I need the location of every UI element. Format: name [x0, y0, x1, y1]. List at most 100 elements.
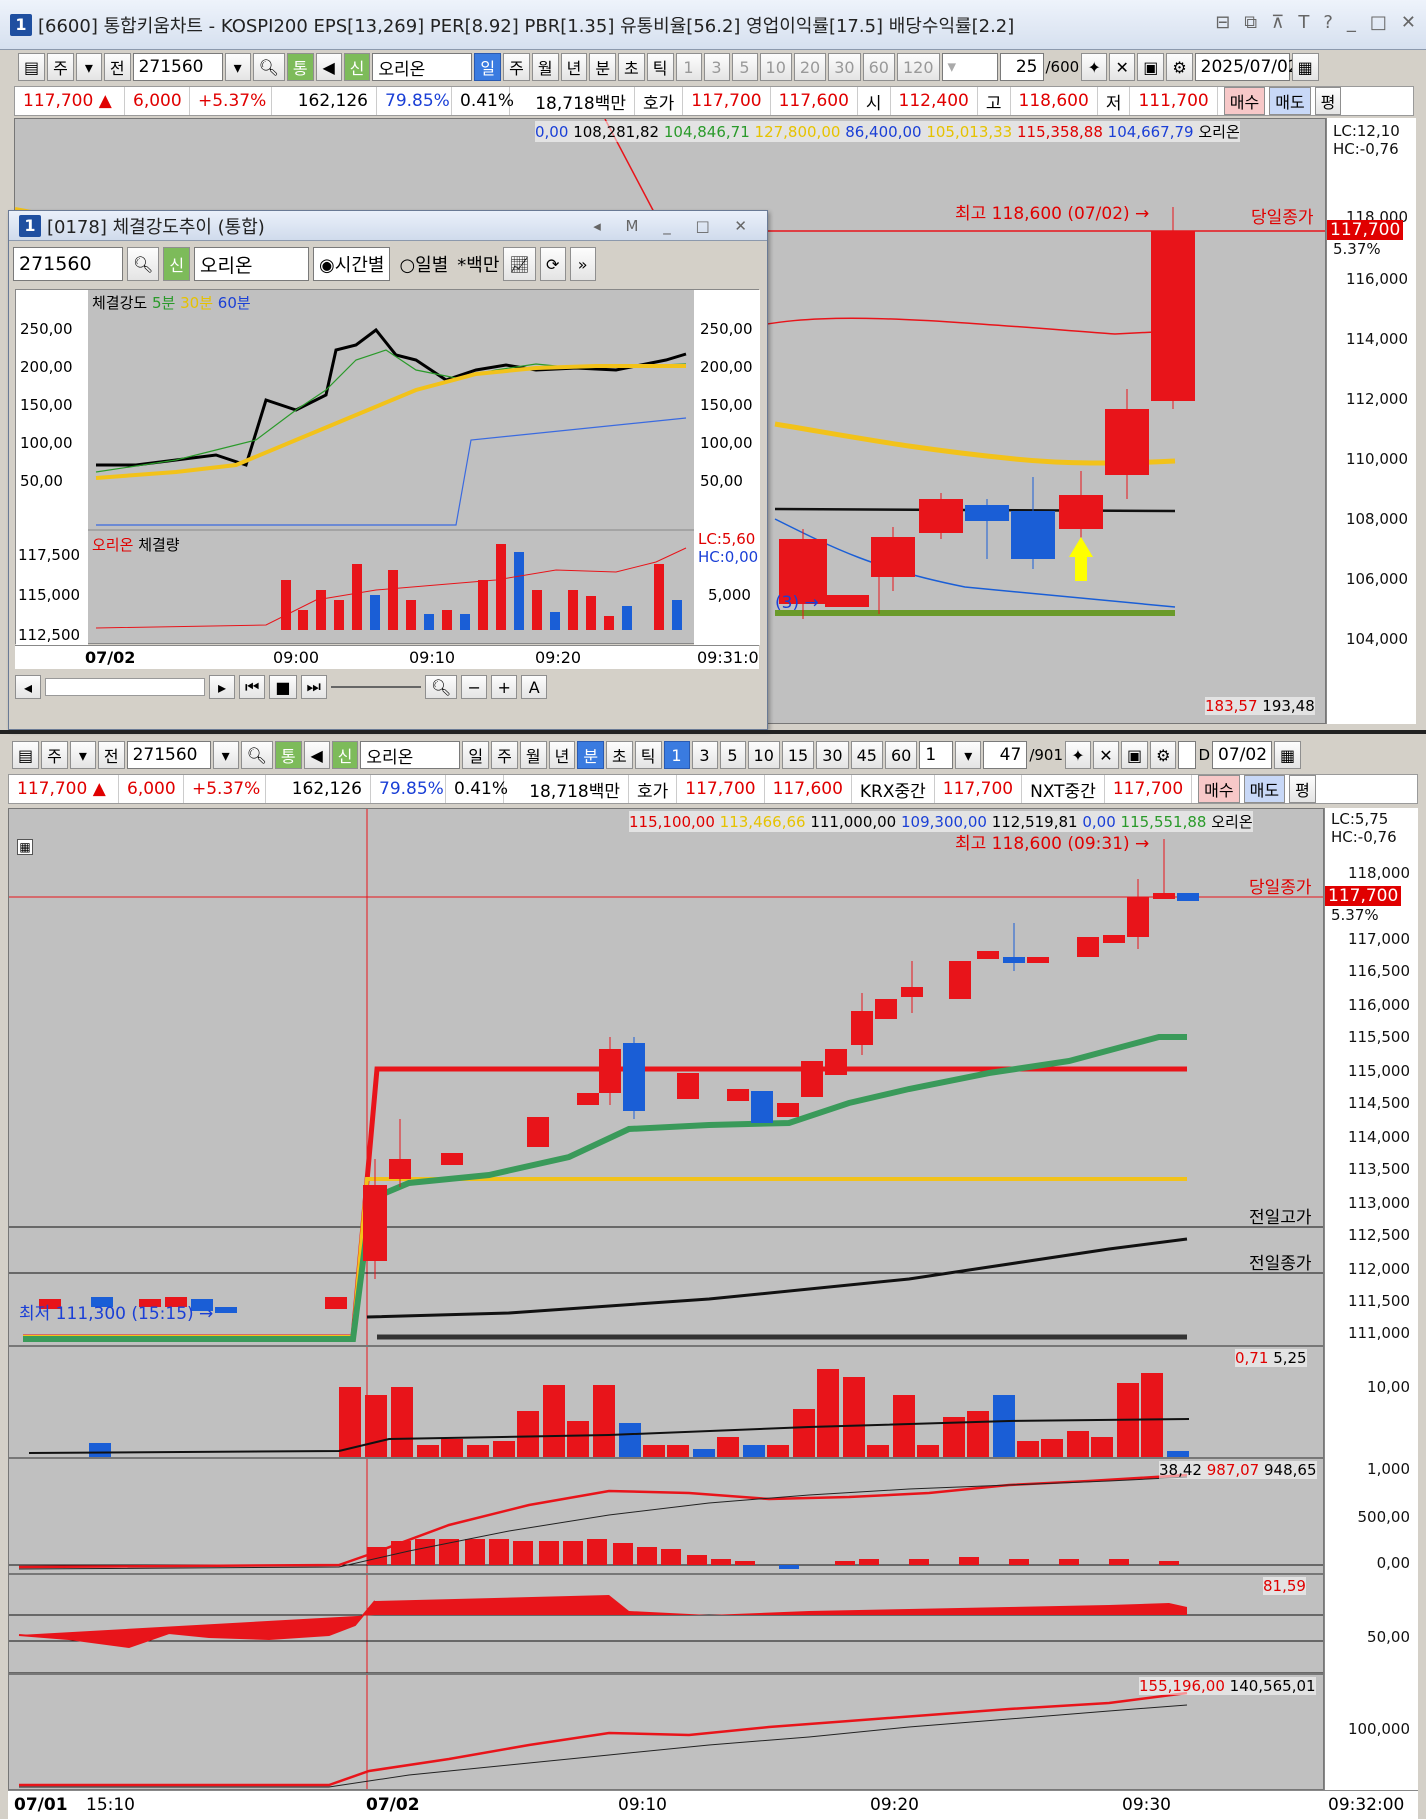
date-input[interactable]: 2025/07/02	[1194, 53, 1299, 81]
refresh-icon[interactable]: ⟳	[539, 247, 566, 281]
num-15[interactable]: 15	[781, 741, 815, 769]
mode-dropdown-icon[interactable]: ▾	[75, 53, 102, 81]
period-week[interactable]: 주	[503, 53, 530, 81]
speaker-icon[interactable]: ◀︎	[315, 53, 342, 81]
num-3[interactable]: 3	[691, 741, 718, 769]
name-field[interactable]: 오리온	[360, 741, 461, 769]
forward-icon[interactable]: ⏭	[300, 675, 327, 699]
num-10[interactable]: 10	[747, 741, 780, 769]
period-tick[interactable]: 틱	[646, 53, 674, 81]
plus-icon[interactable]: +	[491, 675, 518, 699]
zoom-in-icon[interactable]: 🔍︎	[424, 675, 458, 699]
period-month[interactable]: 월	[519, 741, 547, 769]
prev-button[interactable]: 전	[97, 741, 125, 769]
menu-icon[interactable]: ▤	[12, 741, 40, 769]
expand-icon[interactable]: »	[569, 247, 596, 281]
popup-titlebar[interactable]: 1 [0178] 체결강도추이 (통합) ◂ M _ □ ✕	[9, 211, 767, 241]
num-10[interactable]: 10	[759, 53, 792, 81]
grid-icon[interactable]: ▦	[17, 839, 33, 855]
num-1[interactable]: 1	[675, 53, 702, 81]
popup-search-icon[interactable]: 🔍︎	[127, 247, 160, 281]
sell-button[interactable]: 매도	[1243, 775, 1286, 803]
obv-panel[interactable]: 155,196,00 140,565,01	[8, 1674, 1324, 1790]
search-icon[interactable]: 🔍︎	[252, 53, 285, 81]
popup-name-field[interactable]: 오리온	[194, 247, 310, 281]
popup-strength-chart[interactable]: 체결강도 5분 30분 60분 250,00 200,00 150,00 100…	[15, 289, 760, 645]
period-second[interactable]: 초	[606, 741, 633, 769]
num-5[interactable]: 5	[719, 741, 746, 769]
shin-button[interactable]: 신	[343, 53, 371, 81]
name-field[interactable]: 오리온	[372, 53, 473, 81]
mode-dropdown-icon[interactable]: ▾	[69, 741, 96, 769]
period-week[interactable]: 주	[491, 741, 518, 769]
num-5[interactable]: 5	[731, 53, 758, 81]
period-day[interactable]: 일	[462, 741, 490, 769]
period-minute[interactable]: 분	[577, 741, 605, 769]
code-input[interactable]: 271560	[126, 741, 211, 769]
menu-icon[interactable]: ▤	[18, 53, 46, 81]
popup-scrollbar[interactable]: ◂ ▸ ⏮ ■ ⏭ 🔍︎ − + A	[15, 673, 759, 701]
popup-code-input[interactable]: 271560	[13, 247, 123, 281]
tool-icon[interactable]: ✦	[1065, 741, 1091, 769]
num-120[interactable]: 120	[896, 53, 940, 81]
radio-day[interactable]: ○일별	[394, 247, 454, 281]
tong-button[interactable]: 통	[286, 53, 314, 81]
cross-icon[interactable]: ✕	[1109, 53, 1136, 81]
restore-icon[interactable]: ⧉	[1244, 12, 1258, 33]
gear-icon[interactable]: ⚙	[1150, 741, 1177, 769]
radio-time[interactable]: ◉시간별	[313, 247, 391, 281]
font-a-icon[interactable]: A	[521, 675, 548, 699]
tool-icon[interactable]: ✦	[1081, 53, 1108, 81]
code-dropdown-icon[interactable]: ▾	[224, 53, 251, 81]
scroll-right-icon[interactable]: ▸	[209, 675, 235, 699]
help-icon[interactable]: ?	[1323, 12, 1333, 33]
rewind-icon[interactable]: ⏮	[239, 675, 266, 699]
macd-panel[interactable]: 38,42 987,07 948,65	[8, 1458, 1324, 1574]
main-price-chart[interactable]: ▦ 115,100,00 113,466,66 111,000,00 109,3…	[8, 808, 1324, 1346]
unit-dropdown-icon[interactable]: ▾	[955, 741, 982, 769]
close-button[interactable]: ✕	[1400, 12, 1416, 33]
speaker-icon[interactable]: ◀︎	[303, 741, 330, 769]
period-tick[interactable]: 틱	[634, 741, 662, 769]
tong-button[interactable]: 통	[274, 741, 302, 769]
sell-button[interactable]: 매도	[1269, 87, 1311, 115]
search-icon[interactable]: 🔍︎	[240, 741, 273, 769]
calendar-icon[interactable]: ▦	[1274, 741, 1302, 769]
layout-icon[interactable]: ⊟	[1215, 12, 1231, 33]
popup-shin-button[interactable]: 신	[163, 247, 191, 281]
popup-controls[interactable]: ◂ M _ □ ✕	[593, 216, 757, 235]
period-minute[interactable]: 분	[589, 53, 617, 81]
calendar-icon[interactable]: ▦	[1291, 53, 1319, 81]
gear-icon[interactable]: ⚙	[1166, 53, 1193, 81]
num-45[interactable]: 45	[850, 741, 883, 769]
mode-select[interactable]: 주	[41, 741, 68, 769]
avg-button[interactable]: 평	[1289, 775, 1316, 803]
strength-popup[interactable]: 1 [0178] 체결강도추이 (통합) ◂ M _ □ ✕ 271560 🔍︎…	[8, 210, 768, 730]
save-icon[interactable]: ▣	[1121, 741, 1149, 769]
minimize-button[interactable]: _	[1346, 12, 1356, 33]
chart-icon[interactable]: 📈︎	[503, 247, 536, 281]
prev-button[interactable]: 전	[103, 53, 131, 81]
code-input[interactable]: 271560	[132, 53, 223, 81]
mode-select[interactable]: 주	[47, 53, 74, 81]
shin-button[interactable]: 신	[331, 741, 359, 769]
num-3[interactable]: 3	[703, 53, 730, 81]
period-month[interactable]: 월	[531, 53, 559, 81]
save-icon[interactable]: ▣	[1137, 53, 1165, 81]
pin-icon[interactable]: ⊼	[1271, 12, 1285, 33]
zoom-slider[interactable]	[330, 686, 421, 688]
stop-icon[interactable]: ■	[269, 675, 297, 699]
buy-button[interactable]: 매수	[1223, 87, 1266, 115]
buy-button[interactable]: 매수	[1198, 775, 1240, 803]
d-checkbox[interactable]	[1178, 741, 1197, 769]
scroll-thumb[interactable]	[45, 678, 205, 696]
avg-button[interactable]: 평	[1314, 87, 1342, 115]
num-1[interactable]: 1	[663, 741, 690, 769]
period-year[interactable]: 년	[548, 741, 576, 769]
num-30[interactable]: 30	[816, 741, 849, 769]
period-year[interactable]: 년	[560, 53, 588, 81]
code-dropdown-icon[interactable]: ▾	[212, 741, 239, 769]
period-day[interactable]: 일	[474, 53, 502, 81]
font-icon[interactable]: T	[1298, 12, 1310, 33]
count-input[interactable]: 25	[999, 53, 1044, 81]
